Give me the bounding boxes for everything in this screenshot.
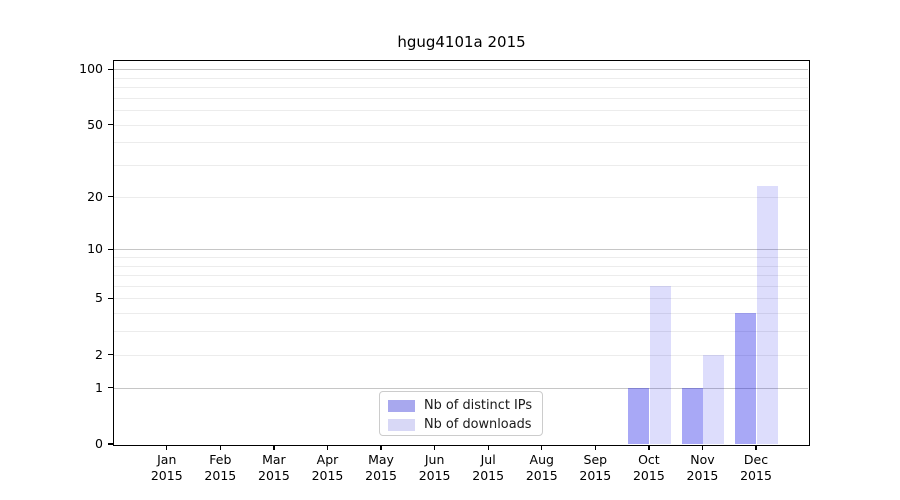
- y-tick-mark: [108, 387, 113, 389]
- bar-downloads: [756, 185, 778, 444]
- x-axis-tick-label: Dec 2015: [740, 452, 772, 483]
- x-tick-mark: [487, 445, 489, 450]
- x-axis-tick-label: May 2015: [365, 452, 397, 483]
- y-tick-mark: [108, 443, 113, 445]
- gridline-minor: [114, 142, 808, 144]
- gridline-minor: [114, 313, 808, 315]
- x-tick-mark: [648, 445, 650, 450]
- gridline-minor: [114, 87, 808, 89]
- gridline-minor: [114, 285, 808, 287]
- x-axis-tick-label: Sep 2015: [579, 452, 612, 483]
- y-tick-mark: [108, 354, 113, 356]
- gridline-minor: [114, 257, 808, 258]
- y-tick-mark: [108, 297, 113, 300]
- x-axis-tick-label: Aug 2015: [525, 452, 558, 483]
- gridline-major: [114, 69, 808, 71]
- legend-swatch-downloads: [388, 418, 415, 431]
- x-axis-tick-label: Jul 2015: [472, 452, 505, 483]
- y-axis-tick-label: 5: [95, 290, 103, 306]
- legend: Nb of distinct IPs Nb of downloads: [379, 391, 543, 436]
- y-tick-mark: [108, 68, 113, 70]
- gridline-minor: [114, 196, 808, 198]
- x-axis-tick-label: Mar 2015: [258, 452, 290, 483]
- x-tick-mark: [433, 445, 436, 450]
- x-axis-tick-label: Nov 2015: [686, 452, 719, 483]
- gridline-minor: [114, 97, 808, 99]
- y-axis-tick-label: 10: [87, 241, 103, 257]
- gridline-major: [114, 387, 808, 389]
- x-axis-tick-label: Oct 2015: [632, 452, 665, 483]
- gridline-minor: [114, 298, 808, 300]
- y-axis-tick-label: 100: [79, 61, 103, 77]
- x-axis-tick-label: Apr 2015: [311, 452, 344, 483]
- legend-item: Nb of distinct IPs: [380, 397, 542, 414]
- x-tick-mark: [380, 445, 382, 450]
- x-tick-mark: [755, 445, 757, 450]
- gridline-major: [114, 249, 808, 251]
- x-tick-mark: [541, 445, 543, 450]
- x-tick-mark: [166, 445, 168, 450]
- bar-distinct-ips: [735, 313, 757, 444]
- x-tick-mark: [701, 445, 704, 450]
- gridline-minor: [114, 331, 808, 333]
- gridline-minor: [114, 77, 808, 79]
- legend-label: Nb of downloads: [424, 417, 532, 432]
- gridline-minor: [114, 124, 808, 126]
- x-axis-tick-label: Jun 2015: [418, 452, 451, 483]
- y-tick-mark: [108, 248, 113, 250]
- y-tick-mark: [108, 124, 113, 126]
- x-axis-tick-label: Jan 2015: [150, 452, 183, 483]
- gridline-minor: [114, 354, 808, 356]
- x-axis-tick-label: Feb 2015: [204, 452, 237, 483]
- x-tick-mark: [326, 445, 329, 450]
- bar-downloads: [703, 354, 725, 444]
- chart-title: hgug4101a 2015: [397, 33, 526, 51]
- y-axis-tick-label: 50: [87, 116, 103, 132]
- legend-item: Nb of downloads: [380, 416, 542, 433]
- bar-distinct-ips: [628, 387, 650, 444]
- legend-swatch-distinct-ips: [388, 399, 415, 412]
- bar-distinct-ips: [681, 387, 703, 444]
- gridline-minor: [114, 165, 808, 167]
- bar-downloads: [649, 285, 671, 444]
- x-tick-mark: [273, 445, 275, 450]
- legend-label: Nb of distinct IPs: [424, 398, 533, 413]
- x-tick-mark: [594, 445, 596, 450]
- y-axis-tick-label: 2: [95, 346, 103, 362]
- y-axis-tick-label: 1: [95, 379, 103, 395]
- gridline-minor: [114, 275, 808, 277]
- y-axis-tick-label: 20: [87, 188, 103, 204]
- x-tick-mark: [219, 445, 221, 450]
- gridline-minor: [114, 110, 808, 112]
- gridline-minor: [114, 265, 808, 267]
- y-axis-tick-label: 0: [95, 436, 103, 451]
- y-tick-mark: [108, 196, 113, 198]
